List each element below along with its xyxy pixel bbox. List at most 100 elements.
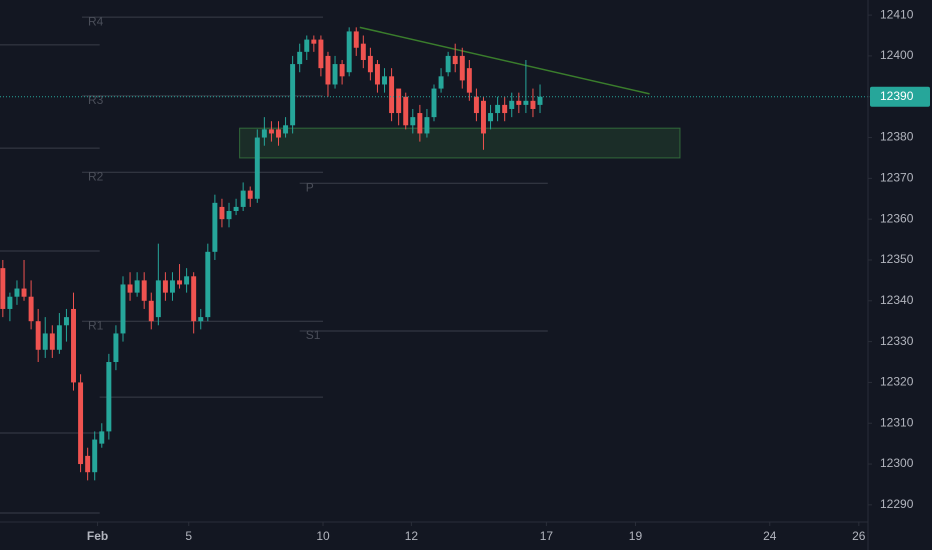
- y-tick-label: 12350: [880, 252, 914, 266]
- pivot-label: R2: [88, 169, 104, 183]
- candle-body: [473, 96, 479, 114]
- candle-body: [205, 251, 211, 318]
- candle-body: [155, 280, 161, 318]
- candle-body: [212, 202, 218, 252]
- candle-body: [318, 39, 324, 69]
- candle-body: [21, 288, 27, 297]
- candle-body: [191, 276, 197, 322]
- candle-body: [28, 296, 34, 322]
- y-tick-label: 12370: [880, 171, 914, 185]
- candle-body: [56, 325, 62, 350]
- trendline: [359, 26, 650, 95]
- candle-body: [0, 268, 6, 309]
- candle-body: [254, 137, 260, 199]
- candle-body: [169, 280, 175, 293]
- candle-body: [530, 100, 536, 109]
- candle-body: [332, 64, 338, 85]
- candle-body: [233, 206, 239, 212]
- candle-body: [304, 39, 310, 52]
- candle-body: [7, 296, 13, 309]
- candle-body: [184, 276, 190, 285]
- candle-body: [85, 455, 91, 473]
- candle-body: [120, 284, 126, 334]
- candle-body: [311, 39, 317, 44]
- candle-body: [247, 190, 253, 199]
- candle-body: [71, 308, 76, 383]
- candle-body: [148, 300, 154, 322]
- candle-body: [502, 104, 508, 114]
- candle-body: [268, 129, 274, 134]
- candle-body: [35, 321, 41, 350]
- x-tick-label: Feb: [87, 529, 108, 543]
- y-tick-label: 12360: [880, 211, 914, 225]
- candle-body: [424, 117, 430, 134]
- candle-body: [445, 55, 451, 73]
- candle-body: [382, 76, 387, 85]
- y-tick-label: 12300: [880, 456, 914, 470]
- candle-body: [438, 76, 444, 89]
- candle-body: [113, 333, 119, 363]
- pivot-label: R4: [88, 14, 104, 28]
- candle-body: [396, 88, 402, 114]
- support-zone: [239, 127, 681, 159]
- pivot-label: R1: [88, 318, 104, 332]
- candle-body: [374, 64, 380, 85]
- last-price-label: 12390: [880, 89, 914, 103]
- candle-body: [226, 211, 232, 220]
- x-tick-label: 12: [405, 529, 419, 543]
- candle-body: [49, 333, 55, 350]
- x-tick-label: 26: [852, 529, 866, 543]
- candle-body: [417, 113, 423, 134]
- candle-body: [63, 317, 69, 326]
- x-tick-label: 19: [629, 529, 643, 543]
- y-tick-label: 12330: [880, 334, 914, 348]
- x-tick-label: 17: [540, 529, 554, 543]
- candle-body: [339, 64, 345, 77]
- candle-body: [389, 76, 395, 114]
- candle-body: [219, 206, 225, 220]
- candle-body: [523, 100, 529, 105]
- candle-body: [198, 317, 204, 322]
- y-tick-label: 12380: [880, 130, 914, 144]
- candle-body: [42, 333, 48, 350]
- candle-body: [78, 382, 84, 465]
- last-price-badge: [870, 86, 930, 107]
- y-tick-label: 12290: [880, 497, 914, 511]
- x-tick-label: 24: [763, 529, 777, 543]
- candle-body: [134, 280, 140, 293]
- y-tick-label: 12340: [880, 293, 914, 307]
- candle-body: [367, 55, 373, 73]
- candle-body: [240, 190, 246, 207]
- candle-body: [325, 55, 331, 85]
- pivot-label: R3: [88, 93, 104, 107]
- y-tick-label: 12320: [880, 375, 914, 389]
- candle-body: [106, 362, 112, 432]
- candle-body: [481, 100, 486, 134]
- candle-body: [127, 284, 133, 293]
- candle-body: [431, 88, 437, 118]
- candle-body: [261, 129, 267, 138]
- pivot-label: S1: [306, 328, 321, 342]
- candle-body: [99, 431, 105, 444]
- candle-body: [403, 96, 409, 126]
- candle-body: [346, 31, 352, 73]
- candle-body: [509, 100, 515, 109]
- candle-body: [516, 100, 522, 105]
- x-tick-label: 10: [316, 529, 330, 543]
- candle-body: [177, 280, 183, 285]
- x-tick-label: 5: [185, 529, 192, 543]
- pivot-label: P: [306, 180, 314, 194]
- candle-body: [283, 125, 289, 134]
- candle-body: [276, 129, 281, 138]
- candle-body: [360, 43, 366, 60]
- candle-body: [92, 439, 98, 473]
- candle-body: [459, 55, 465, 81]
- candle-body: [452, 55, 458, 65]
- candle-body: [466, 68, 472, 93]
- candle-body: [290, 64, 296, 126]
- candle-body: [537, 96, 543, 105]
